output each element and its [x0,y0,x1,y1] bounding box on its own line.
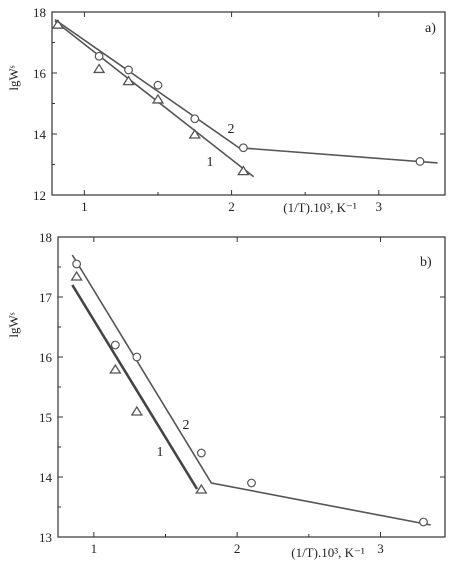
y-tick-label: 13 [39,530,52,545]
data-point-circle [196,448,206,458]
data-point-triangle [195,483,208,494]
fit-line-series-2 [71,254,431,526]
data-point-circle [110,340,120,350]
plot-frame [57,236,446,538]
data-point-circle [419,517,428,527]
y-tick-label: 16 [39,350,53,365]
data-point-circle [132,352,142,362]
y-tick-label: 12 [33,188,46,203]
panel-label: b) [420,255,432,270]
y-tick-label: 16 [33,66,47,81]
x-tick-label: 3 [377,541,384,556]
data-point-circle [72,259,82,269]
fit-line-series-1 [71,284,199,490]
series-label: 1 [157,445,164,460]
x-tick-label: 3 [376,199,383,214]
x-tick-label: 1 [91,541,98,556]
x-axis-label: (1/T).10³, K⁻¹ [291,545,365,560]
y-tick-label: 15 [39,410,52,425]
y-tick-label: 18 [39,230,52,245]
data-point-triangle [237,165,250,176]
data-point-triangle [70,270,83,281]
panel-label: a) [425,21,436,36]
data-point-triangle [130,405,144,416]
x-axis-label: (1/T).10³, K⁻¹ [283,200,357,215]
fit-line-series-1 [54,20,255,178]
data-point-circle [415,157,425,166]
fit-line-series-2 [54,18,438,164]
data-point-circle [94,51,104,61]
data-point-circle [247,478,256,488]
series-label: 2 [228,122,235,137]
data-point-triangle [109,363,122,374]
data-point-triangle [92,63,106,74]
y-tick-label: 14 [39,470,53,485]
data-point-triangle [151,93,165,104]
data-point-circle [238,143,248,153]
y-axis-label: lgWˢ [6,312,21,337]
panel-b: 13 14 15 16 17 18 1 2 3 lgWˢ (1/T).10³, K⁻¹ b) 1 2 [6,230,446,560]
data-point-circle [153,80,163,90]
data-point-circle [190,114,200,124]
y-tick-label: 17 [39,290,53,305]
series-label: 2 [183,418,190,433]
y-tick-label: 18 [33,5,46,20]
data-point-triangle [122,75,135,86]
x-tick-label: 2 [234,541,241,556]
series-label: 1 [207,155,214,170]
y-axis-label: lgWˢ [6,65,21,90]
data-point-circle [124,65,133,75]
data-point-triangle [188,128,201,139]
y-tick-label: 14 [33,127,47,142]
plot-frame [51,11,446,196]
x-tick-label: 2 [228,199,235,214]
x-tick-label: 1 [81,199,88,214]
